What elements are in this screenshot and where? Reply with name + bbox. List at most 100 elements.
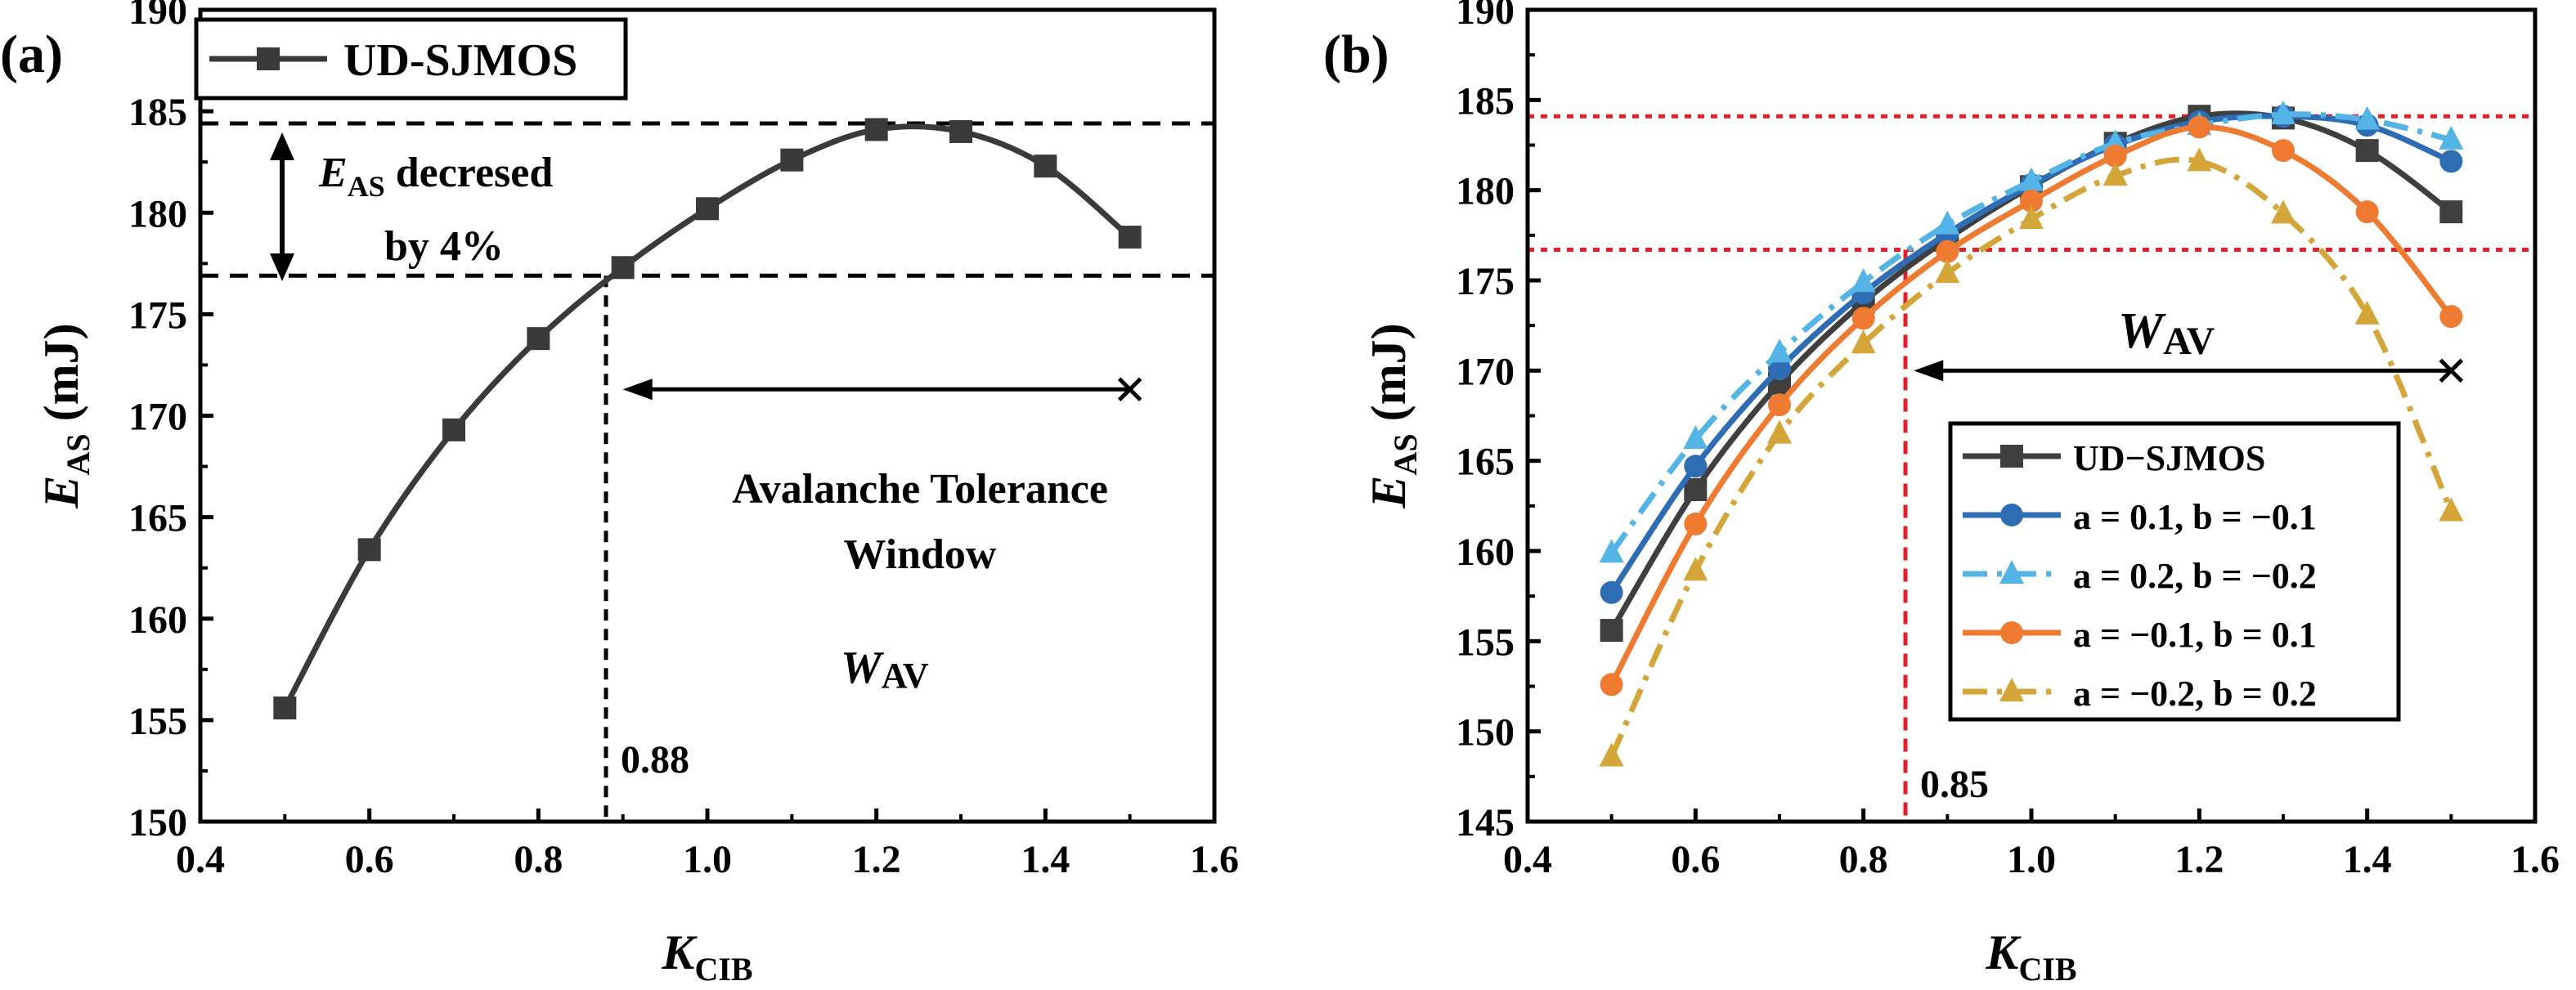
plot-frame <box>198 7 1217 824</box>
x-tick-label: 1.0 <box>2007 838 2056 881</box>
panel-b-annotations: WAV <box>2118 303 2215 363</box>
y-tick-label: 175 <box>1456 260 1515 303</box>
legend-entry: a = −0.1, b = 0.1 <box>2073 615 2317 655</box>
y-tick-label: 160 <box>1456 531 1515 574</box>
data-point <box>1684 455 1708 478</box>
data-point <box>1936 240 1959 263</box>
data-point <box>2354 300 2380 325</box>
legend-entry: a = 0.1, b = −0.1 <box>2073 497 2317 537</box>
x-tick-label: 0.6 <box>1671 838 1720 881</box>
y-tick-label: 175 <box>128 293 187 337</box>
data-point <box>1118 226 1142 249</box>
x-tick-label: 1.6 <box>1190 838 1239 881</box>
data-point <box>1768 357 1791 381</box>
data-point <box>2354 105 2380 130</box>
panel-b-label: (b) <box>1323 25 1389 84</box>
window-label-line2: Window <box>844 531 997 578</box>
window-arrow-head <box>622 379 653 401</box>
data-point <box>611 256 635 280</box>
y-tick-label: 165 <box>1456 441 1515 484</box>
y-tick-label: 170 <box>128 396 187 439</box>
x-tick-label: 0.4 <box>1503 838 1552 881</box>
y-tick-label: 155 <box>128 700 187 743</box>
data-point <box>2439 125 2464 150</box>
data-point <box>1600 619 1623 643</box>
decrease-label-line1: EAS decresed <box>318 150 553 203</box>
legend-marker <box>2000 445 2023 468</box>
legend-marker <box>2000 504 2023 526</box>
x-tick-label: 1.2 <box>2174 838 2224 881</box>
series-line-3 <box>1609 123 2454 686</box>
data-point <box>2439 497 2464 522</box>
x-tick-label: 1.6 <box>2511 838 2560 881</box>
panel-b-guides: 0.85 <box>1528 114 2535 822</box>
y-tick-label: 180 <box>128 192 187 235</box>
data-point <box>1684 477 1708 501</box>
panel-a-guides: 0.88 <box>200 121 1214 822</box>
data-point <box>2439 200 2463 224</box>
data-point <box>2103 144 2127 168</box>
y-tick-label: 185 <box>128 91 187 134</box>
data-point <box>780 148 804 172</box>
data-point <box>2019 204 2044 229</box>
panel-b-legend: UD−SJMOS a = 0.1, b = −0.1 a = 0.2, b = −0… <box>1948 421 2401 722</box>
data-point <box>696 197 719 221</box>
x-tick-label: 0.6 <box>345 838 394 881</box>
data-point <box>1600 673 1623 697</box>
panel-a-label: (a) <box>0 25 63 84</box>
legend-entry: UD−SJMOS <box>2073 438 2265 478</box>
data-point <box>2355 139 2379 163</box>
data-point <box>273 696 297 719</box>
data-point <box>1767 419 1792 444</box>
legend-entry-ud-sjmos: UD-SJMOS <box>343 35 577 86</box>
y-tick-label: 170 <box>1456 350 1515 393</box>
legend-entry: a = −0.2, b = 0.2 <box>2073 674 2317 714</box>
data-point <box>2355 200 2379 224</box>
legend-marker <box>2000 621 2023 644</box>
panel-b-axes: 0.4 0.6 0.8 1.0 1.2 1.4 1.6 145 150 155 160 165 170 1… <box>1362 0 2560 988</box>
data-point <box>1935 259 1960 284</box>
panel-a-legend: UD-SJMOS <box>194 17 628 101</box>
window-label-line1: Avalanche Tolerance <box>732 466 1108 513</box>
data-point <box>442 418 465 441</box>
panel-b-series <box>1599 100 2464 767</box>
series-line-0 <box>282 123 1132 710</box>
y-tick-label: 150 <box>1456 711 1515 755</box>
data-point <box>1599 742 1624 767</box>
data-point <box>2439 305 2463 329</box>
data-point <box>1683 557 1708 581</box>
data-point <box>2271 199 2296 224</box>
window-arrow-end-x <box>1117 377 1142 401</box>
data-point <box>1935 210 1960 235</box>
y-tick-label: 190 <box>128 0 187 33</box>
data-point <box>1851 307 1875 330</box>
data-point <box>1767 338 1792 363</box>
x-tick-label: 0.8 <box>514 838 563 881</box>
data-point <box>1851 329 1876 354</box>
x-tick-label: 0.4 <box>176 838 225 881</box>
panel-a: (a) 0.88 0.4 0.6 0.8 1.0 1.2 1.4 1.6 150 155 160 1… <box>0 0 1239 988</box>
legend-marker <box>1999 560 2024 584</box>
x-tick-label: 1.0 <box>683 838 732 881</box>
data-point <box>2019 167 2044 191</box>
y-tick-label: 165 <box>128 497 187 540</box>
x-tick-label: 0.8 <box>1839 838 1888 881</box>
data-point <box>949 119 972 143</box>
data-point <box>527 327 550 351</box>
panel-a-annotations: EAS decresed by 4% Avalanche Tolerance W… <box>270 132 1108 696</box>
x-tick-label: 1.4 <box>2343 838 2392 881</box>
panel-a-axes: 0.4 0.6 0.8 1.0 1.2 1.4 1.6 150 155 160 165 170 175 1… <box>34 0 1239 988</box>
data-point <box>2271 100 2296 124</box>
data-point <box>2020 189 2043 213</box>
x-axis-label: KCIB <box>661 925 752 988</box>
data-point <box>2188 115 2211 139</box>
wav-label-b: WAV <box>2118 303 2215 363</box>
x-axis-label: KCIB <box>1985 925 2076 988</box>
data-point <box>1768 393 1791 417</box>
series-line-2 <box>1609 111 2453 555</box>
y-axis-label: EAS (mJ) <box>34 323 96 508</box>
vline-value-label: 0.88 <box>621 738 689 782</box>
data-point <box>1683 425 1708 450</box>
window-arrow-head <box>1914 360 1944 382</box>
